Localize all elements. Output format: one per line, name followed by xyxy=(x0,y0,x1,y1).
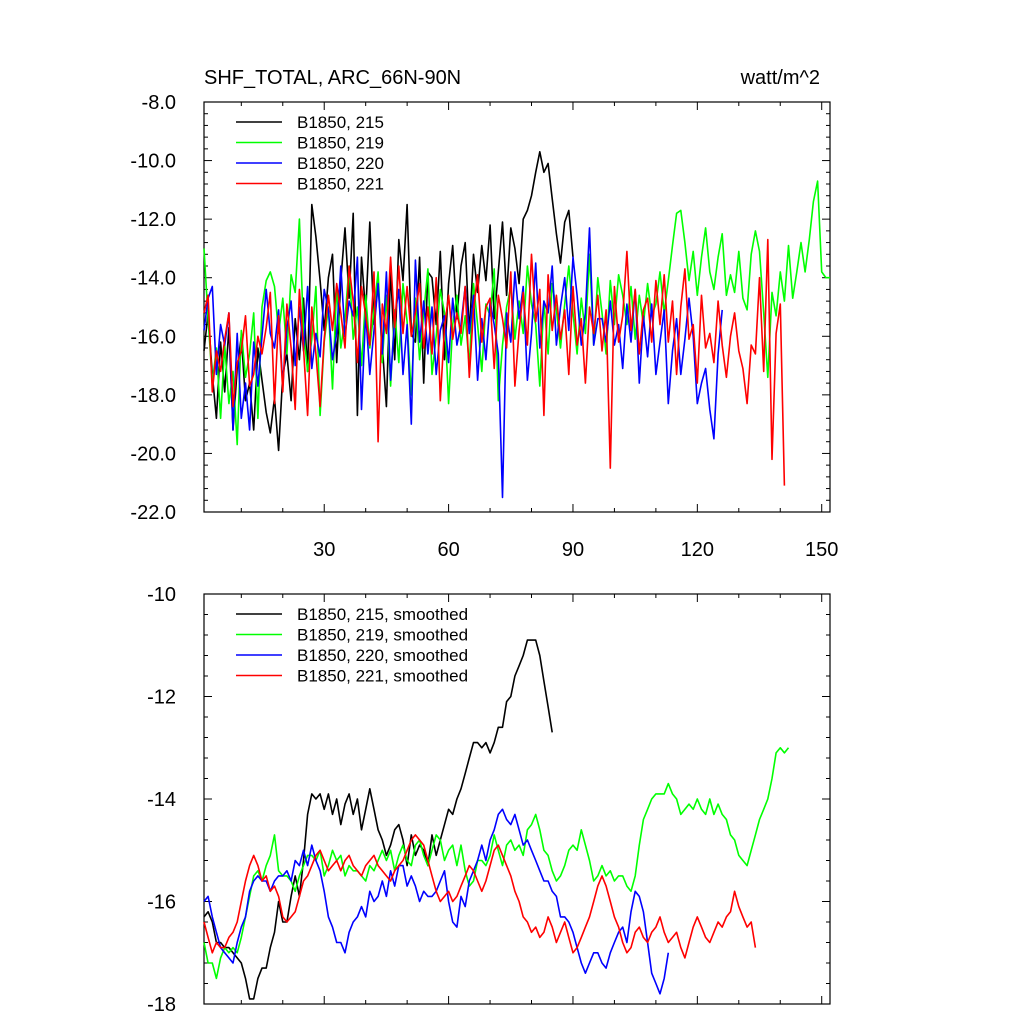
top-chart-panel: SHF_TOTAL, ARC_66N-90N watt/m^2 -22.0 -20… xyxy=(130,67,838,561)
y-tick-label: -16 xyxy=(147,892,176,914)
top-chart-units: watt/m^2 xyxy=(740,67,820,89)
y-tick-label: -22.0 xyxy=(130,502,176,524)
legend-label-2: B1850, 219, smoothed xyxy=(297,626,468,645)
series-line-2 xyxy=(203,180,830,446)
top-chart-series xyxy=(203,151,830,499)
y-tick-label: -10.0 xyxy=(130,151,176,173)
y-tick-label: -14.0 xyxy=(130,268,176,290)
x-tick-label: 30 xyxy=(313,539,335,561)
legend-label-4: B1850, 221, smoothed xyxy=(297,667,468,686)
x-tick-label: 150 xyxy=(805,539,838,561)
bottom-chart-legend: B1850, 215, smoothed B1850, 219, smoothed… xyxy=(236,605,468,686)
legend-label-1: B1850, 215, smoothed xyxy=(297,605,468,624)
series-line-1 xyxy=(203,639,553,1000)
top-chart-ticks: -22.0 -20.0 -18.0 -16.0 -14.0 -12.0 -10.0 -8.0 3… xyxy=(130,92,838,561)
y-tick-label: -18 xyxy=(147,994,176,1016)
legend-label-3: B1850, 220 xyxy=(297,154,384,173)
bottom-chart-series xyxy=(203,639,790,1000)
y-tick-label: -20.0 xyxy=(130,443,176,465)
y-tick-label: -18.0 xyxy=(130,385,176,407)
bottom-chart-panel: -18-16-14-12-10 B1850, 215, smoothedB185… xyxy=(147,584,831,1016)
y-tick-label: -10 xyxy=(147,584,176,606)
top-chart-frame xyxy=(203,101,831,513)
y-tick-label: -16.0 xyxy=(130,326,176,348)
series-line-4 xyxy=(203,834,757,959)
series-line-4 xyxy=(203,238,786,486)
y-tick-label: -14 xyxy=(147,789,176,811)
series-line-2 xyxy=(203,746,790,980)
x-tick-label: 90 xyxy=(562,539,584,561)
x-tick-label: 120 xyxy=(681,539,714,561)
y-tick-label: -12 xyxy=(147,687,176,709)
legend-label-4: B1850, 221 xyxy=(297,175,384,194)
legend-label-1: B1850, 215 xyxy=(297,113,384,132)
y-tick-label: -8.0 xyxy=(142,92,176,114)
y-tick-label: -12.0 xyxy=(130,209,176,231)
top-chart-title: SHF_TOTAL, ARC_66N-90N xyxy=(204,67,461,89)
bottom-chart-ticks: -18 -16 -14 -12 -10 xyxy=(147,584,830,1016)
x-tick-label: 60 xyxy=(437,539,459,561)
legend-label-3: B1850, 220, smoothed xyxy=(297,646,468,665)
legend-label-2: B1850, 219 xyxy=(297,134,384,153)
